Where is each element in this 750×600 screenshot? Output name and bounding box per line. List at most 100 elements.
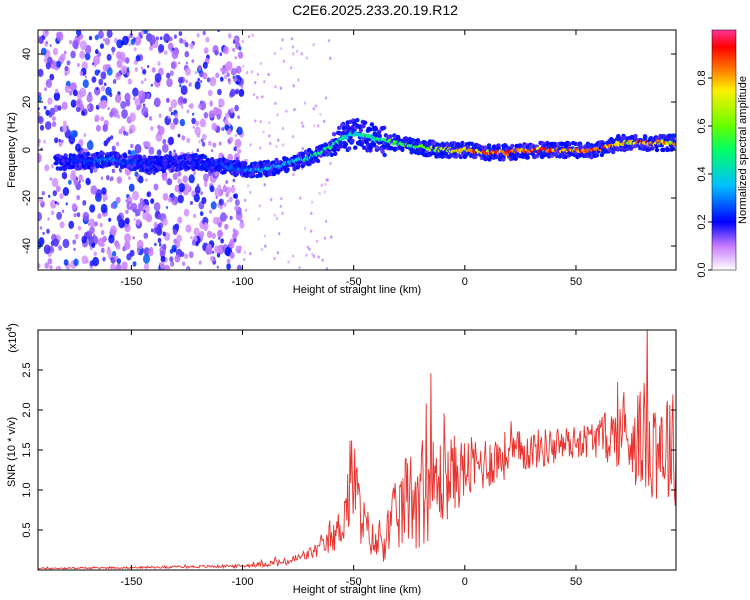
noise-blob — [48, 194, 51, 198]
spectrogram-x-tick-label: 0 — [462, 276, 468, 288]
noise-blob — [100, 229, 105, 236]
noise-blob — [79, 87, 87, 98]
noise-blob — [91, 76, 97, 83]
noise-blob — [234, 138, 242, 148]
noise-blob — [291, 254, 295, 258]
noise-blob — [300, 121, 304, 125]
ridge-halo — [350, 138, 355, 144]
noise-blob — [200, 191, 203, 196]
noise-blob — [212, 106, 219, 115]
noise-blob — [81, 255, 88, 265]
noise-blob — [324, 219, 328, 223]
noise-blob — [101, 242, 105, 248]
ridge-halo — [362, 120, 368, 125]
noise-blob — [110, 263, 116, 270]
noise-blob — [169, 256, 174, 263]
noise-blob — [269, 141, 272, 146]
noise-blob — [264, 244, 267, 248]
noise-blob — [208, 110, 215, 119]
noise-blob — [90, 185, 98, 195]
noise-blob — [218, 198, 224, 206]
noise-blob — [243, 257, 246, 262]
noise-blob — [85, 177, 91, 186]
ridge-halo — [170, 165, 176, 170]
noise-blob — [235, 199, 240, 206]
colorbar-tick-label: 0.2 — [696, 214, 708, 229]
noise-blob — [124, 92, 131, 102]
noise-blob — [38, 95, 42, 102]
noise-blob — [202, 61, 208, 69]
noise-blob — [72, 239, 77, 245]
noise-blob — [162, 143, 169, 153]
noise-blob — [281, 143, 285, 147]
noise-blob — [157, 81, 160, 86]
noise-blob — [279, 47, 283, 51]
noise-blob — [166, 78, 173, 88]
noise-blob — [45, 40, 49, 45]
noise-blob — [128, 43, 131, 47]
noise-blob — [50, 210, 55, 216]
noise-blob — [115, 263, 122, 270]
snr-series-line — [38, 330, 676, 570]
noise-blob — [211, 232, 216, 239]
noise-blob — [75, 98, 83, 108]
noise-blob — [177, 194, 184, 204]
noise-blob — [38, 111, 41, 117]
noise-blob — [238, 88, 245, 97]
noise-blob — [38, 36, 44, 44]
noise-blob — [237, 51, 244, 59]
noise-blob — [229, 136, 234, 143]
noise-blob — [49, 177, 53, 181]
noise-blob — [234, 89, 239, 95]
noise-blob — [38, 237, 45, 246]
ridge-halo — [469, 141, 475, 146]
noise-blob — [249, 143, 252, 147]
noise-blob — [203, 112, 209, 119]
noise-blob — [115, 242, 121, 250]
noise-blob — [259, 61, 263, 65]
noise-blob — [234, 205, 239, 211]
snr-y-multiplier: (x104) — [5, 323, 19, 353]
noise-blob — [219, 205, 223, 210]
noise-blob — [225, 215, 228, 219]
ridge-halo — [292, 166, 297, 172]
noise-blob — [216, 114, 221, 120]
noise-blob — [86, 93, 93, 103]
noise-blob — [106, 53, 112, 61]
noise-blob — [148, 34, 156, 45]
noise-blob — [70, 83, 75, 90]
noise-blob — [202, 72, 208, 80]
noise-blob — [52, 238, 60, 247]
noise-blob — [150, 198, 155, 204]
noise-blob — [170, 122, 176, 130]
noise-blob — [130, 143, 134, 149]
noise-blob — [68, 220, 75, 229]
noise-blob — [76, 212, 81, 218]
ridge-halo — [373, 126, 379, 132]
noise-blob — [162, 138, 167, 145]
noise-blob — [224, 74, 228, 80]
noise-blob — [153, 202, 161, 212]
noise-blob — [129, 249, 135, 257]
noise-blob — [330, 235, 333, 239]
noise-blob — [89, 226, 95, 235]
noise-blob — [186, 109, 190, 114]
noise-blob — [85, 75, 87, 79]
noise-blob — [124, 217, 130, 225]
noise-blob — [73, 179, 79, 186]
noise-blob — [135, 208, 141, 217]
ridge-halo — [650, 146, 655, 151]
noise-blob — [198, 140, 201, 144]
ridge-halo — [616, 134, 621, 139]
noise-blob — [146, 93, 151, 99]
noise-blob — [300, 52, 303, 56]
noise-blob — [134, 144, 142, 154]
noise-blob — [325, 267, 328, 270]
noise-blob — [214, 187, 221, 197]
noise-blob — [148, 116, 153, 121]
noise-blob — [285, 109, 288, 113]
ridge-halo — [486, 143, 492, 148]
noise-blob — [132, 261, 137, 267]
noise-blob — [199, 211, 204, 217]
noise-blob — [220, 67, 223, 72]
